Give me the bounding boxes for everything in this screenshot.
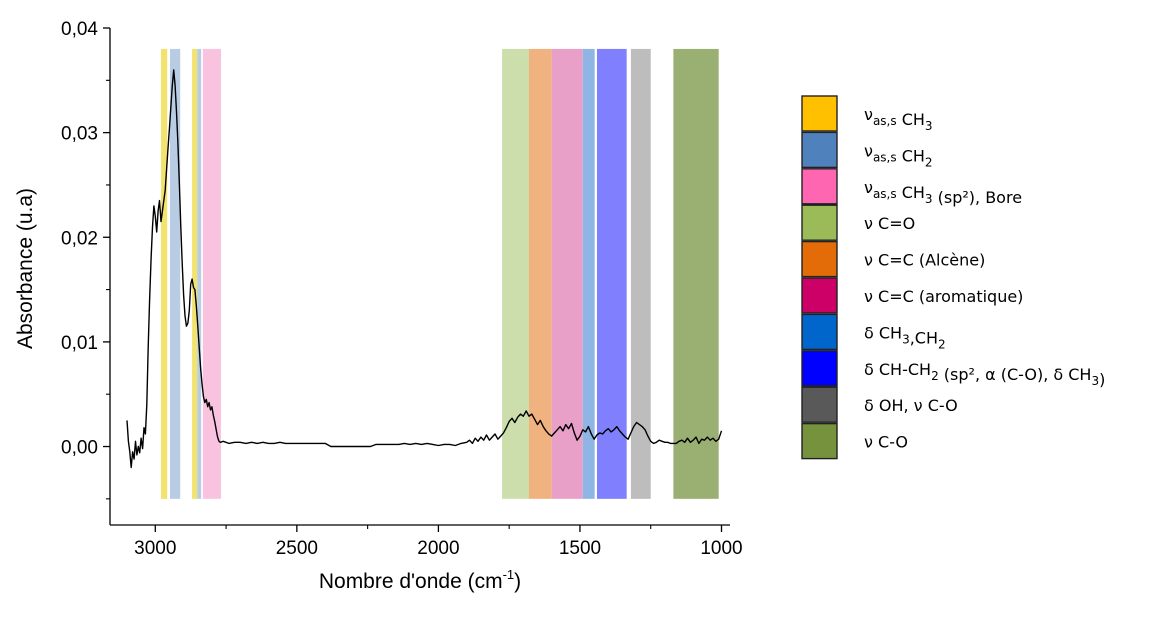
band-3 [197,48,202,499]
legend-swatch-8 [801,386,838,423]
legend-swatch-0 [801,95,838,132]
legend-swatch-2 [801,168,838,205]
x-tick-label-2: 2000 [417,538,459,559]
legend-swatch-7 [801,350,838,387]
x-axis-title: Nombre d'onde (cm-1) [319,567,521,593]
legend-label-2: νas,s CH3 (sp²), Bore [864,178,1022,207]
axes: 3000 2500 2000 1500 1000 0,00 0,01 0,02 0,03 0,04… [14,19,743,593]
y-tick-label-2: 0,02 [61,228,98,249]
x-tick-label-4: 1000 [700,538,742,559]
legend-label-3: ν C=O [864,214,915,233]
legend-swatch-3 [801,204,838,241]
absorption-bands [160,48,719,499]
legend: νas,s CH3 νas,s CH2 νas,s CH3 (sp²), Bore ν… [801,95,1105,460]
legend-swatch-1 [801,131,838,169]
band-5 [502,48,529,499]
legend-label-6: δ CH3,CH2 [864,323,946,351]
y-tick-label-4: 0,04 [61,19,98,40]
band-2 [192,48,198,499]
band-1 [170,48,181,499]
band-8 [582,48,595,499]
legend-label-1: νas,s CH2 [864,141,933,169]
legend-label-8: δ OH, ν C-O [864,396,958,415]
band-11 [673,48,719,499]
band-9 [596,48,627,499]
band-6 [528,48,552,499]
x-tick-label-3: 1500 [559,538,601,559]
legend-swatch-6 [801,313,838,351]
legend-swatch-4 [801,240,838,278]
y-tick-label-3: 0,03 [61,124,98,145]
x-tick-label-0: 3000 [134,538,176,559]
band-4 [202,48,221,499]
x-tick-label-1: 2500 [276,538,318,559]
legend-label-4: ν C=C (Alcène) [864,251,985,270]
legend-label-7: δ CH-CH2 (sp², α (C-O), δ CH3) [864,360,1105,389]
y-axis-title: Absorbance (u.a) [14,188,37,349]
y-tick-label-1: 0,01 [61,333,98,354]
spectrum-line-0 [126,69,723,469]
band-0 [160,48,168,499]
band-7 [551,48,583,499]
band-10 [630,48,651,499]
legend-label-0: νas,s CH3 [864,105,933,133]
legend-swatch-9 [801,422,838,460]
spectrum-line-layer [126,69,723,469]
y-tick-label-0: 0,00 [61,438,98,459]
legend-swatch-5 [801,277,838,314]
legend-label-5: ν C=C (aromatique) [864,287,1023,306]
legend-label-9: ν C-O [864,433,908,452]
